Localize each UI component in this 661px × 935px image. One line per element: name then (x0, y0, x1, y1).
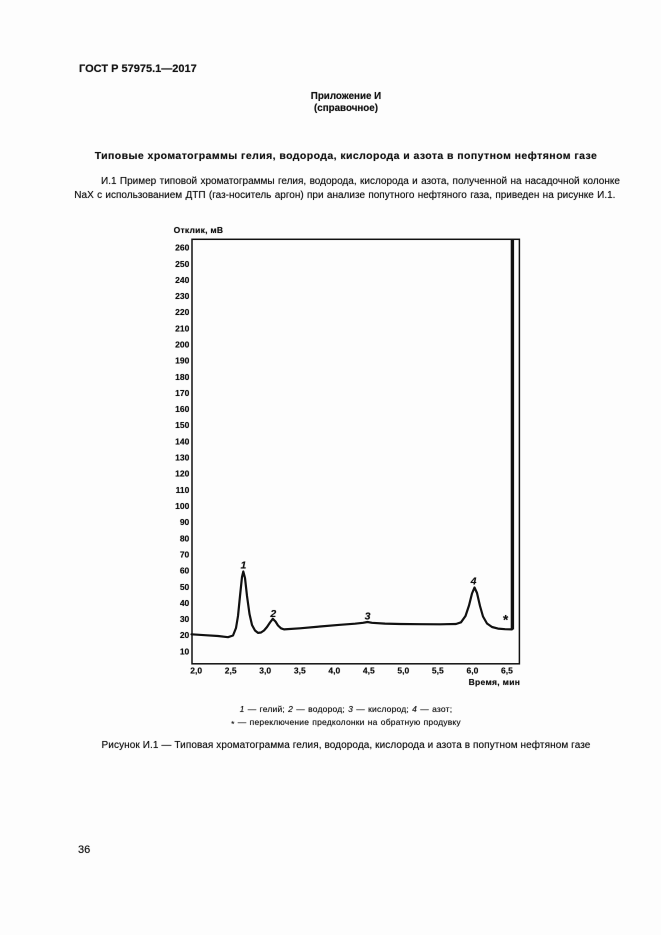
svg-text:100: 100 (175, 501, 189, 511)
svg-text:20: 20 (180, 630, 190, 640)
svg-text:50: 50 (180, 582, 190, 592)
svg-text:180: 180 (175, 372, 189, 382)
svg-text:170: 170 (175, 388, 189, 398)
svg-text:Время, мин: Время, мин (469, 677, 521, 687)
svg-text:2: 2 (269, 608, 276, 620)
svg-text:6,0: 6,0 (466, 665, 478, 675)
svg-text:190: 190 (175, 356, 189, 366)
svg-text:10: 10 (180, 646, 190, 656)
svg-text:3,0: 3,0 (259, 665, 271, 675)
svg-text:130: 130 (175, 453, 189, 463)
svg-text:40: 40 (180, 598, 190, 608)
svg-text:3,5: 3,5 (294, 665, 306, 675)
svg-text:120: 120 (175, 469, 189, 479)
svg-text:110: 110 (176, 485, 190, 495)
svg-text:70: 70 (180, 550, 190, 560)
svg-text:80: 80 (180, 533, 190, 543)
svg-text:2,5: 2,5 (225, 665, 237, 675)
svg-text:60: 60 (180, 566, 190, 576)
svg-text:5,5: 5,5 (432, 665, 444, 675)
svg-text:250: 250 (175, 259, 189, 269)
svg-text:160: 160 (175, 404, 189, 414)
svg-text:90: 90 (180, 517, 190, 527)
svg-text:1: 1 (240, 559, 246, 571)
svg-text:3: 3 (365, 611, 371, 623)
svg-text:5,0: 5,0 (397, 665, 409, 675)
svg-text:2,0: 2,0 (190, 665, 202, 675)
svg-text:200: 200 (175, 340, 189, 350)
svg-text:240: 240 (175, 275, 189, 285)
svg-text:6,5: 6,5 (501, 665, 513, 675)
svg-text:140: 140 (175, 436, 189, 446)
svg-text:30: 30 (180, 614, 190, 624)
svg-text:4,5: 4,5 (363, 665, 375, 675)
svg-text:210: 210 (175, 323, 189, 333)
svg-text:220: 220 (175, 307, 189, 317)
svg-text:150: 150 (175, 420, 189, 430)
svg-text:4,0: 4,0 (328, 665, 340, 675)
svg-text:*: * (503, 612, 509, 627)
svg-text:260: 260 (175, 243, 189, 253)
svg-text:230: 230 (175, 291, 189, 301)
svg-text:4: 4 (470, 575, 477, 587)
svg-text:Отклик, мВ: Отклик, мВ (174, 225, 224, 235)
